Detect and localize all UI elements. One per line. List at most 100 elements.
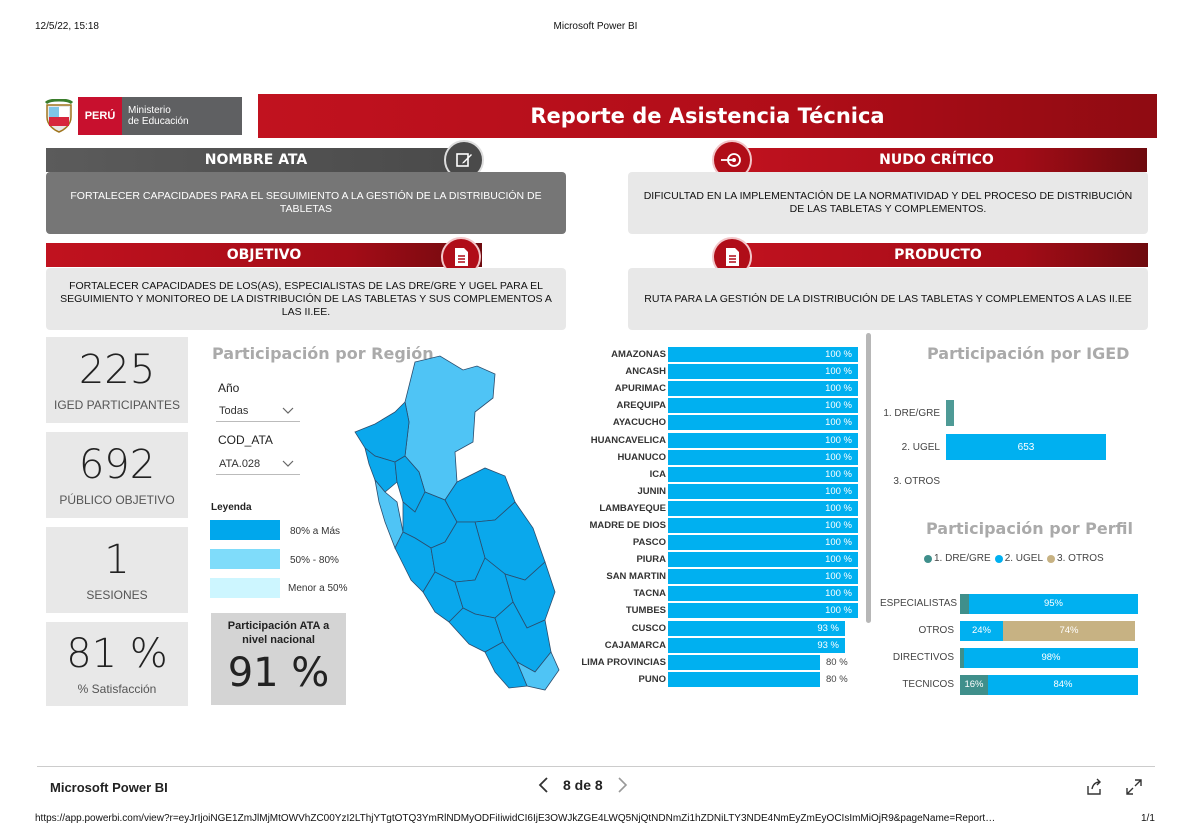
year-filter-label: Año: [218, 381, 240, 395]
region-bar-row: AREQUIPA 100 %: [526, 397, 862, 414]
iged-label: 3. OTROS: [893, 475, 940, 487]
nudo-critico-header: NUDO CRÍTICO: [726, 148, 1147, 172]
region-bar[interactable]: 100 %: [668, 603, 858, 619]
region-bar[interactable]: 100 %: [668, 483, 858, 499]
perfil-legend-item[interactable]: 2. UGEL: [994, 553, 1044, 564]
print-page-count: 1/1: [1141, 813, 1155, 824]
region-bar[interactable]: 100 %: [668, 569, 858, 585]
region-label: PUNO: [638, 673, 666, 685]
region-bar[interactable]: 100 %: [668, 347, 858, 363]
print-title: Microsoft Power BI: [553, 21, 638, 32]
kpi-label: PÚBLICO OBJETIVO: [59, 493, 175, 507]
region-bar[interactable]: 100 %: [668, 586, 858, 602]
region-label: CUSCO: [631, 622, 666, 634]
perfil-bar-segment[interactable]: 98%: [964, 647, 1138, 668]
codata-filter-label: COD_ATA: [218, 433, 273, 447]
region-bar-row: TUMBES 100 %: [526, 602, 862, 619]
region-label: LIMA PROVINCIAS: [581, 656, 666, 668]
region-bar-row: JUNIN 100 %: [526, 483, 862, 500]
legend-label-low: Menor a 50%: [288, 583, 348, 594]
region-bar[interactable]: 100 %: [668, 535, 858, 551]
scrollbar[interactable]: [866, 333, 871, 623]
iged-bar[interactable]: [946, 400, 954, 426]
region-bar[interactable]: 93 %: [668, 620, 845, 636]
perfil-bar-row: TECNICOS 16% 84%: [880, 671, 1150, 698]
region-label: PIURA: [636, 554, 666, 566]
perfil-legend-item[interactable]: 3. OTROS: [1047, 553, 1104, 564]
national-participation-title: Participación ATA a nivel nacional: [227, 620, 330, 646]
kpi-satisfaccion: 81 % % Satisfacción: [46, 622, 188, 706]
perfil-label: DIRECTIVOS: [892, 652, 954, 663]
national-participation-card: Participación ATA a nivel nacional 91 %: [211, 613, 346, 705]
iged-bar[interactable]: 653: [946, 434, 1106, 460]
region-bar[interactable]: 100 %: [668, 466, 858, 482]
region-bar-row: MADRE DE DIOS 100 %: [526, 517, 862, 534]
region-bar[interactable]: 100 %: [668, 517, 858, 533]
kpi-publico-objetivo: 692 PÚBLICO OBJETIVO: [46, 432, 188, 518]
region-bar[interactable]: 93 %: [668, 637, 845, 653]
region-bar[interactable]: 100 %: [668, 552, 858, 568]
region-label: APURIMAC: [614, 383, 666, 395]
perfil-bar-segment[interactable]: 24%: [960, 620, 1003, 641]
perfil-bar-segment[interactable]: 74%: [1003, 620, 1135, 641]
prev-page-icon[interactable]: [537, 776, 549, 794]
region-bar-row: CUSCO 93 %: [526, 620, 862, 637]
perfil-bar-segment[interactable]: 95%: [969, 593, 1138, 614]
logo-ministry: Ministerio de Educación: [122, 97, 242, 135]
region-bar[interactable]: 100 %: [668, 449, 858, 465]
region-bar-row: LIMA PROVINCIAS 80 %: [526, 654, 862, 671]
region-bar[interactable]: 100 %: [668, 432, 858, 448]
perfil-chart-title: Participación por Perfil: [926, 519, 1133, 538]
region-bar[interactable]: 100 %: [668, 415, 858, 431]
peru-choropleth-map[interactable]: [345, 352, 575, 694]
legend-swatch-low: [210, 578, 280, 598]
nombre-ata-header: NOMBRE ATA: [46, 148, 466, 172]
perfil-bar-segment[interactable]: [960, 593, 969, 614]
legend-swatch-high: [210, 520, 280, 540]
region-bar-chart: AMAZONAS 100 % ANCASH 100 % APURIMAC 100 % ARE…: [526, 346, 862, 696]
codata-filter-value: ATA.028: [219, 457, 261, 470]
share-icon[interactable]: [1085, 778, 1103, 796]
region-bar[interactable]: 100 %: [668, 500, 858, 516]
kpi-iged-participantes: 225 IGED PARTICIPANTES: [46, 337, 188, 423]
year-filter-dropdown[interactable]: Todas: [216, 400, 300, 422]
iged-bar-chart: 1. DRE/GRE 2. UGEL 653 3. OTROS: [880, 396, 1150, 492]
perfil-legend-item[interactable]: 1. DRE/GRE: [924, 553, 991, 564]
legend-label-high: 80% a Más: [290, 526, 341, 537]
perfil-bar-segment[interactable]: 16%: [960, 674, 988, 695]
next-page-icon[interactable]: [617, 776, 629, 794]
region-label: TUMBES: [625, 605, 666, 617]
region-value-label: 80 %: [826, 656, 848, 668]
producto-header: PRODUCTO: [728, 243, 1148, 267]
region-label: AREQUIPA: [616, 400, 666, 412]
legend-dot-icon: [924, 554, 932, 563]
region-label: ANCASH: [625, 366, 666, 378]
kpi-value: 225: [78, 347, 156, 393]
region-bar-row: AYACUCHO 100 %: [526, 414, 862, 431]
year-filter-value: Todas: [219, 404, 249, 417]
region-bar[interactable]: 100 %: [668, 398, 858, 414]
fullscreen-icon[interactable]: [1125, 778, 1143, 796]
region-bar-row: PASCO 100 %: [526, 534, 862, 551]
perfil-legend-label: 2. UGEL: [1004, 553, 1044, 564]
region-bar[interactable]: [668, 671, 820, 687]
region-label: ICA: [649, 468, 666, 480]
region-bar-row: HUANCAVELICA 100 %: [526, 431, 862, 448]
codata-filter-dropdown[interactable]: ATA.028: [216, 453, 300, 475]
chevron-down-icon: [282, 407, 294, 414]
kpi-value: 692: [78, 442, 156, 488]
iged-bar-row: 2. UGEL 653: [880, 430, 1150, 464]
iged-chart-title: Participación por IGED: [927, 344, 1130, 363]
region-bar[interactable]: [668, 654, 820, 670]
region-bar-row: LAMBAYEQUE 100 %: [526, 500, 862, 517]
kpi-value: 1: [104, 537, 130, 583]
perfil-bar-segment[interactable]: [960, 647, 964, 668]
region-value-label: 80 %: [826, 673, 848, 685]
region-bar[interactable]: 100 %: [668, 364, 858, 380]
region-bar[interactable]: 100 %: [668, 381, 858, 397]
region-label: HUANUCO: [617, 451, 666, 463]
perfil-legend: 1. DRE/GRE 2. UGEL 3. OTROS: [924, 553, 1106, 564]
region-bar-row: AMAZONAS 100 %: [526, 346, 862, 363]
legend-title: Leyenda: [211, 502, 252, 513]
perfil-bar-segment[interactable]: 84%: [988, 674, 1138, 695]
